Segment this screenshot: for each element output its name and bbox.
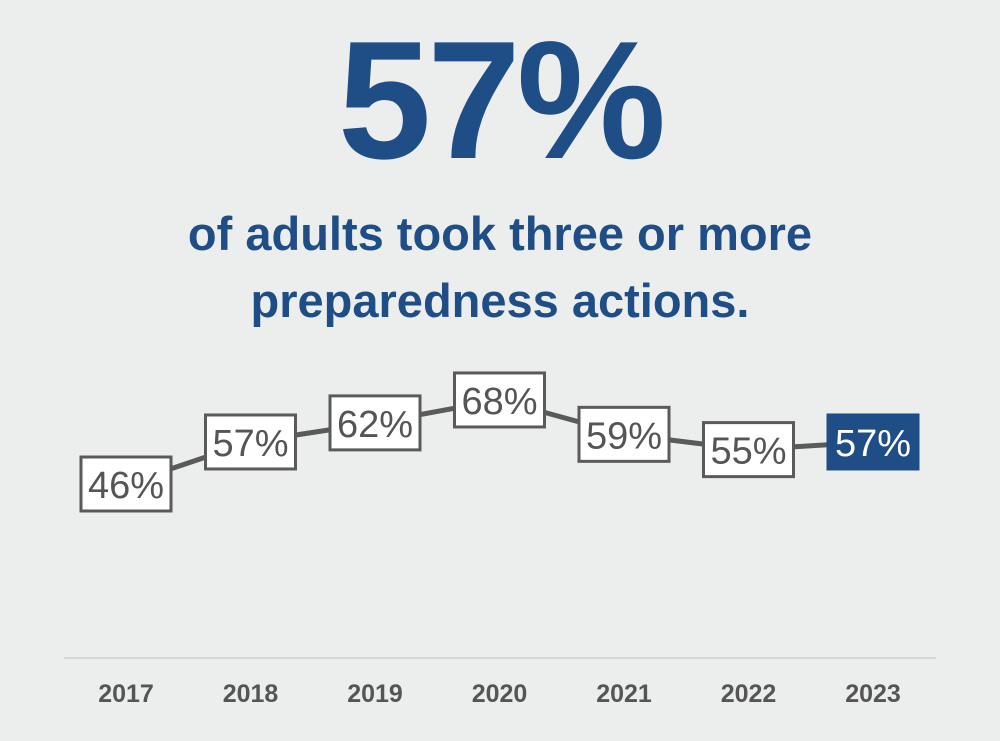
data-label-2018: 57%	[212, 423, 288, 465]
data-label-2017: 46%	[88, 465, 164, 507]
x-tick-label-2022: 2022	[721, 680, 777, 708]
subtitle-line-2: preparedness actions.	[250, 274, 750, 327]
x-tick-label-2021: 2021	[596, 680, 652, 708]
data-point-box-2017	[79, 455, 173, 513]
data-label-2022: 55%	[710, 431, 786, 473]
data-label-2021: 59%	[586, 415, 662, 457]
data-label-2019: 62%	[337, 404, 413, 446]
data-label-2020: 68%	[461, 381, 537, 423]
headline-subtitle: of adults took three or more preparednes…	[0, 200, 1000, 334]
data-point-box-2020	[453, 371, 546, 429]
x-tick-label-2020: 2020	[472, 680, 528, 708]
data-point-box-2021	[577, 405, 671, 463]
x-tick-label-2019: 2019	[347, 680, 403, 708]
x-tick-label-2023: 2023	[845, 680, 901, 708]
data-label-2023: 57%	[835, 423, 911, 465]
data-point-box-2022	[702, 421, 795, 479]
x-tick-label-2018: 2018	[223, 680, 279, 708]
data-point-box-2023	[826, 413, 920, 471]
headline-percentage: 57%	[337, 6, 666, 194]
data-point-box-2018	[204, 413, 297, 471]
data-point-box-2019	[328, 394, 422, 452]
x-tick-label-2017: 2017	[98, 680, 154, 708]
subtitle-line-1: of adults took three or more	[187, 207, 813, 260]
